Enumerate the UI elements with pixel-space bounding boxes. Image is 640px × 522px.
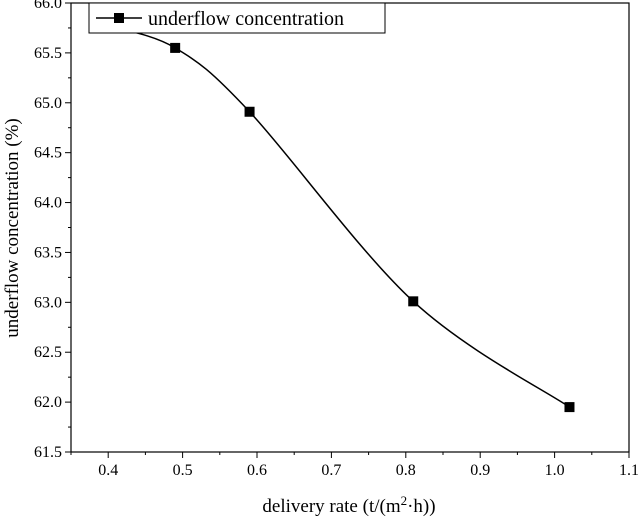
x-axis-ticks: 0.4 0.5 0.6 0.7 0.8 0.9 1.0 1.1 — [70, 452, 639, 479]
series-line — [107, 25, 570, 408]
x-tick-label: 1.1 — [619, 462, 639, 479]
y-tick-label: 64.0 — [34, 195, 62, 212]
y-tick-label: 63.5 — [34, 244, 62, 261]
x-tick-label: 0.5 — [173, 462, 193, 479]
x-axis-title: delivery rate (t/(m2·h)) — [262, 493, 435, 518]
plot-frame — [70, 2, 630, 453]
legend-marker — [114, 13, 124, 23]
y-tick-label: 62.0 — [34, 394, 62, 411]
series-layer — [103, 20, 575, 413]
data-point — [170, 42, 181, 53]
x-tick-label: 0.6 — [247, 462, 267, 479]
y-tick-label: 66.0 — [34, 0, 62, 12]
y-axis-ticks: 61.5 62.0 62.5 63.0 63.5 64.0 64.5 65.0 65.5 66.0 — [34, 0, 71, 461]
legend-label: underflow concentration — [148, 8, 344, 30]
x-tick-label: 1.0 — [545, 462, 565, 479]
y-tick-label: 65.5 — [34, 45, 62, 62]
y-tick-label: 64.5 — [34, 145, 62, 162]
y-tick-label: 65.0 — [34, 95, 62, 112]
y-tick-label: 62.5 — [34, 344, 62, 361]
plot-border — [70, 2, 630, 453]
x-axis-title-sup: 2 — [401, 493, 408, 508]
y-tick-label: 61.5 — [34, 444, 62, 461]
x-tick-label: 0.8 — [396, 462, 416, 479]
x-tick-label: 0.7 — [321, 462, 341, 479]
y-tick-label: 63.0 — [34, 294, 62, 311]
x-axis-title-tail: ·h)) — [407, 496, 435, 517]
x-tick-label: 0.4 — [98, 462, 118, 479]
data-point — [408, 296, 419, 307]
y-axis-title: underflow concentration (%) — [2, 118, 23, 337]
x-axis-title-main: delivery rate (t/(m — [262, 496, 400, 517]
legend: underflow concentration — [88, 2, 386, 34]
data-point — [564, 402, 575, 413]
legend-box — [88, 2, 386, 34]
data-point — [244, 106, 255, 117]
x-tick-label: 0.9 — [470, 462, 490, 479]
